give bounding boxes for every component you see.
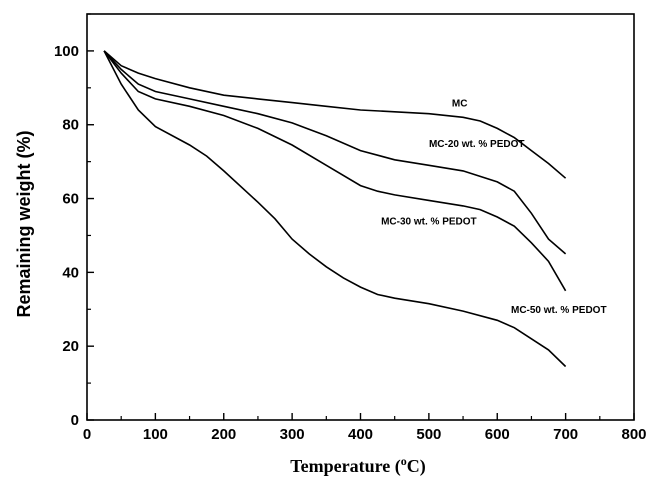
y-tick-label: 100 <box>54 43 79 60</box>
series-line-4 <box>103 50 567 368</box>
x-tick-label: 600 <box>485 426 510 443</box>
series-annotation-3: MC-30 wt. % PEDOT <box>381 216 477 227</box>
series-line-1 <box>103 50 567 179</box>
series-annotations: MC MC-20 wt. % PEDOT MC-30 wt. % PEDOT MC-5… <box>381 98 606 316</box>
y-tick-label: 60 <box>62 191 79 208</box>
x-tick-label: 0 <box>83 426 91 443</box>
series-annotation-4: MC-50 wt. % PEDOT <box>511 305 607 316</box>
y-tick-label: 40 <box>62 264 79 281</box>
x-axis: 0 100 200 300 400 500 600 700 800 <box>83 413 647 443</box>
x-axis-label-superscript: o <box>401 454 407 468</box>
y-axis-label: Remaining weight (%) <box>14 130 34 317</box>
x-tick-label: 100 <box>143 426 168 443</box>
x-tick-label: 400 <box>348 426 373 443</box>
series-line-2 <box>103 50 567 255</box>
series-curves <box>103 50 567 368</box>
y-tick-label: 0 <box>71 412 79 429</box>
x-tick-label: 300 <box>280 426 305 443</box>
x-axis-label: Temperature (oC) <box>290 454 425 477</box>
y-axis: 0 20 40 60 80 100 <box>54 13 94 429</box>
x-tick-label: 200 <box>211 426 236 443</box>
plot-frame <box>86 13 635 421</box>
x-tick-label: 800 <box>621 426 646 443</box>
x-tick-label: 500 <box>416 426 441 443</box>
y-tick-label: 80 <box>62 117 79 134</box>
series-annotation-2: MC-20 wt. % PEDOT <box>429 139 525 150</box>
x-tick-label: 700 <box>553 426 578 443</box>
x-axis-label-tail: C) <box>407 456 426 477</box>
series-line-3 <box>103 50 567 292</box>
x-axis-label-main: Temperature ( <box>290 456 400 477</box>
plot-border <box>86 13 635 421</box>
y-tick-label: 20 <box>62 338 79 355</box>
series-annotation-1: MC <box>452 98 468 109</box>
